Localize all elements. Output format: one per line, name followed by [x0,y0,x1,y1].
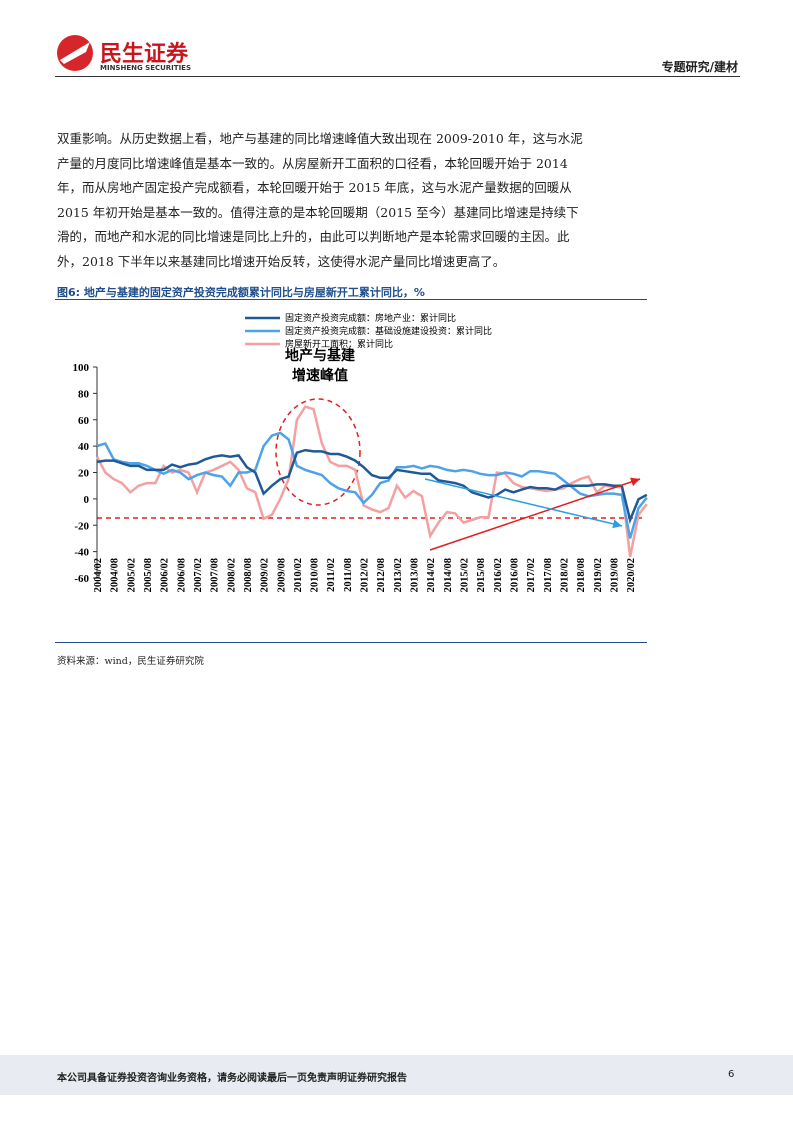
section: 专题研究/建材 [661,60,738,74]
source: 资料来源：wind，民生证券研究院 [57,656,204,667]
legend-label: 固定资产投资完成额：基础设施建设投资：累计同比 [285,325,492,336]
series-line [96,431,648,539]
text-line: 外，2018 下半年以来基建同比增速开始反转，这使得水泥产量同比增速更高了。 [57,253,506,269]
y-tick-label: 0 [84,494,90,506]
x-tick-label: 2014/08 [443,558,454,592]
legend-label: 固定资产投资完成额：房地产业：累计同比 [285,312,456,323]
x-tick-label: 2019/08 [609,558,620,592]
x-tick-label: 2018/08 [576,558,587,592]
annotation: 地产与基建 [285,347,355,364]
y-tick-label: -40 [74,547,89,559]
x-tick-label: 2013/02 [393,558,404,592]
x-tick-label: 2011/08 [343,558,354,592]
y-tick-label: 20 [78,468,90,480]
x-tick-label: 2010/08 [310,558,321,592]
y-tick-label: -20 [74,520,89,532]
x-tick-label: 2005/08 [143,558,154,592]
x-tick-label: 2010/02 [293,558,304,592]
x-tick-label: 2006/02 [160,558,171,592]
x-tick-label: 2015/08 [476,558,487,592]
text-line: 双重影响。从历史数据上看，地产与基建的同比增速峰值大致出现在 2009-2010… [57,131,583,146]
logo-icon [57,35,93,71]
chart: 100 80 60 40 20 0 -20 -40 -60 2004/02 2004/08 2005/… [73,312,648,592]
x-tick-label: 2017/02 [526,558,537,592]
figure-rule [55,642,647,643]
x-tick-label: 2016/02 [493,558,504,592]
trend-arrow [429,477,641,551]
x-tick-label: 2007/02 [193,558,204,592]
header-rule [55,76,740,77]
y-tick-label: -60 [74,573,89,585]
y-tick-label: 100 [73,362,90,374]
x-tick-label: 2005/02 [126,558,137,592]
x-tick-label: 2008/08 [243,558,254,592]
text-line: 产量的月度同比增速峰值是基本一致的。从房屋新开工面积的口径看，本轮回暖开始于 2… [57,155,568,171]
annotation: 增速峰值 [292,367,348,384]
x-tick-label: 2012/08 [376,558,387,592]
x-tick-label: 2004/02 [93,558,104,592]
brand: 民生证券 [100,42,189,67]
x-tick-label: 2011/02 [326,558,337,592]
x-tick-label: 2007/08 [210,558,221,592]
series-line [96,448,648,525]
x-tick-label: 2009/08 [276,558,287,592]
x-tick-label: 2018/02 [559,558,570,592]
x-tick-label: 2017/08 [543,558,554,592]
y-tick-label: 40 [78,441,90,453]
footer-band [0,1055,793,1095]
legend-label: 房屋新开工面积：累计同比 [285,338,393,349]
page-number: 6 [728,1069,735,1080]
text-line: 滑的，而地产和水泥的同比增速是同比上升的，由此可以判断地产是本轮需求回暖的主因。… [57,229,570,244]
y-tick-label: 60 [78,415,90,427]
x-tick-label: 2016/08 [510,558,521,592]
x-tick-label: 2004/08 [110,558,121,592]
trend-arrow [424,478,623,529]
disclaimer: 本公司具备证券投资咨询业务资格，请务必阅读最后一页免责声明证券研究报告 [57,1073,407,1084]
figure-rule [55,299,647,300]
x-tick-label: 2009/02 [260,558,271,592]
x-tick-label: 2013/08 [410,558,421,592]
x-tick-label: 2008/02 [226,558,237,592]
y-tick-label: 80 [78,388,90,400]
x-tick-label: 2014/02 [426,558,437,592]
figure-title: 图6: 地产与基建的固定资产投资完成额累计同比与房屋新开工累计同比，% [57,286,425,299]
text-line: 年，而从房地产固定投产完成额看，本轮回暖开始于 2015 年底，这与水泥产量数据… [57,180,572,195]
brand-en: MINSHENG SECURITIES [100,64,191,72]
x-tick-label: 2015/02 [460,558,471,592]
x-tick-label: 2019/02 [593,558,604,592]
text-line: 2015 年初开始是基本一致的。值得注意的是本轮回暖期（2015 至今）基建同比… [57,204,579,220]
x-tick-label: 2012/02 [360,558,371,592]
x-tick-label: 2006/08 [176,558,187,592]
peak-ellipse [275,398,361,506]
x-tick-label: 2020/02 [626,558,637,592]
